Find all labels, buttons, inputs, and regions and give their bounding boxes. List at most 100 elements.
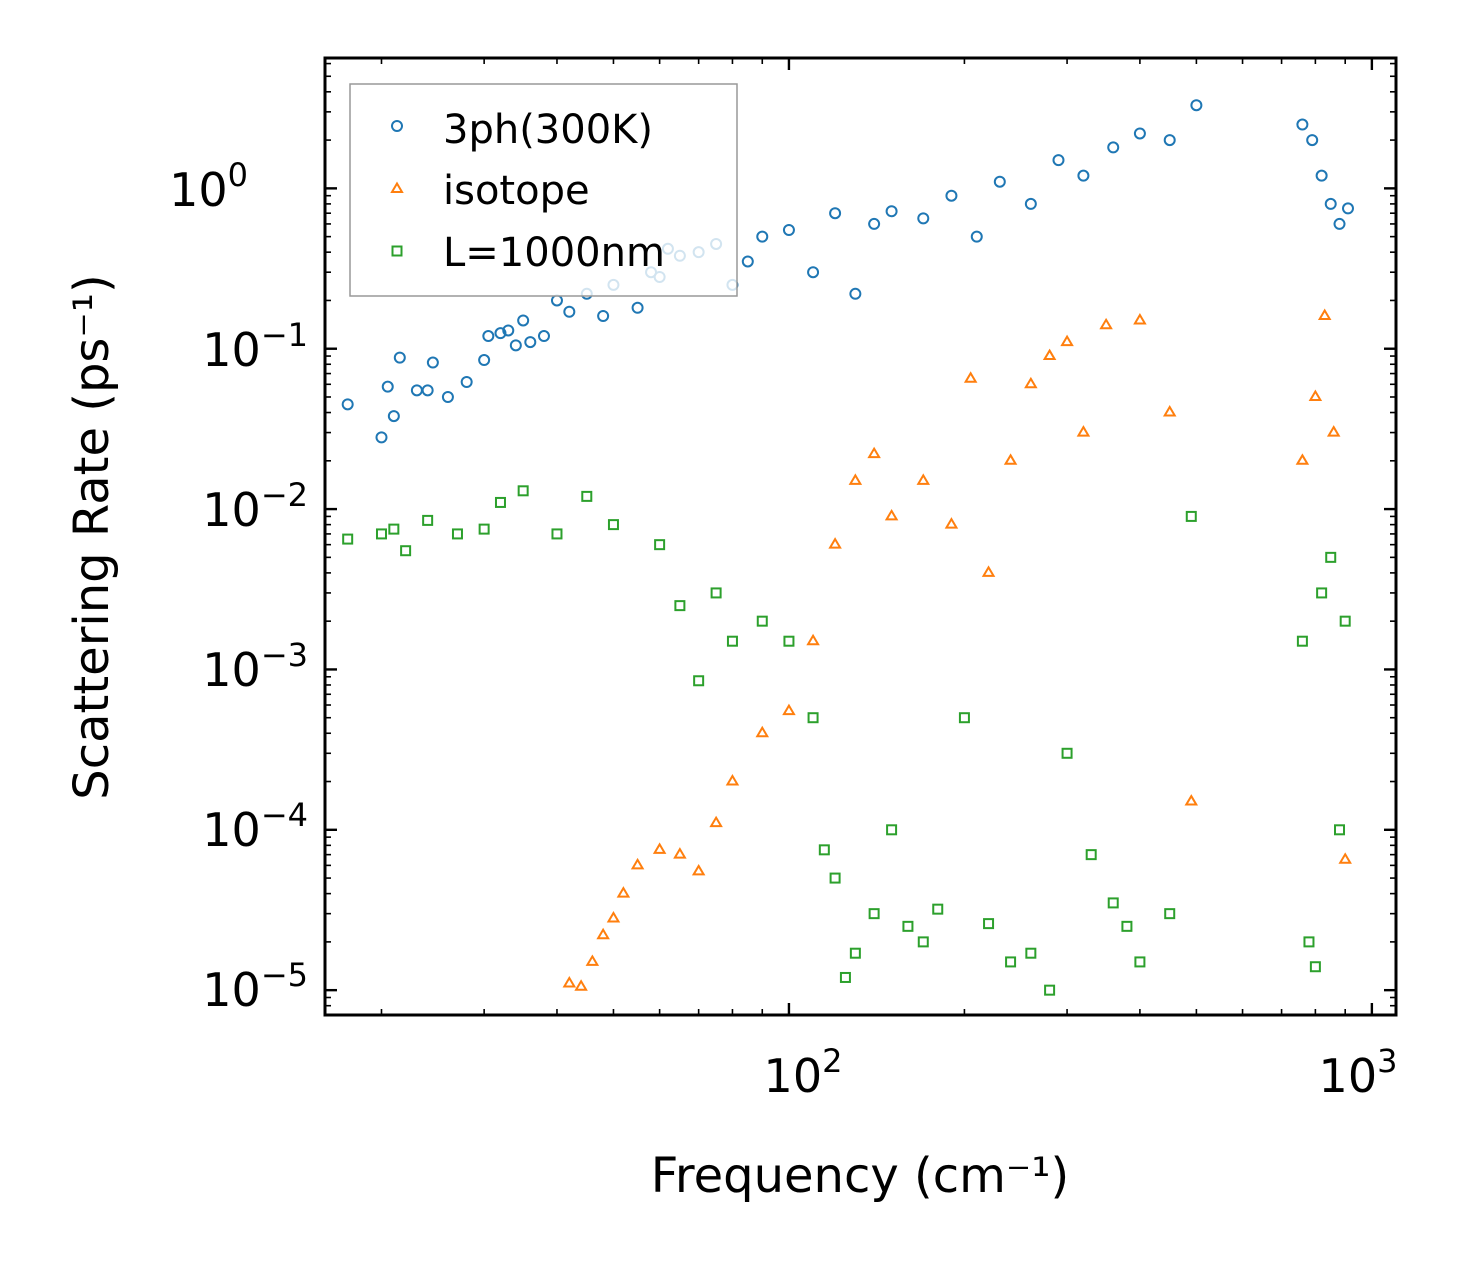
data-point bbox=[517, 314, 530, 327]
data-point bbox=[917, 212, 930, 225]
data-point bbox=[1325, 551, 1337, 563]
data-point bbox=[517, 485, 529, 497]
data-point bbox=[1061, 747, 1073, 759]
legend-box bbox=[349, 83, 738, 297]
data-point bbox=[884, 508, 899, 521]
data-point bbox=[1025, 947, 1037, 959]
data-point bbox=[993, 175, 1006, 188]
data-point bbox=[1133, 313, 1147, 325]
data-point bbox=[1341, 202, 1354, 215]
data-point bbox=[691, 863, 706, 876]
data-point bbox=[945, 189, 958, 202]
data-point bbox=[1042, 348, 1057, 361]
data-point bbox=[451, 528, 463, 540]
data-point bbox=[597, 309, 610, 322]
data-point bbox=[1052, 154, 1065, 167]
data-point bbox=[726, 635, 738, 647]
data-point bbox=[1133, 127, 1146, 140]
data-point bbox=[1303, 936, 1315, 948]
data-point bbox=[1296, 118, 1309, 131]
data-point bbox=[868, 217, 881, 230]
data-point bbox=[1077, 169, 1090, 182]
data-point bbox=[375, 528, 387, 540]
data-point bbox=[673, 847, 687, 859]
data-point bbox=[574, 979, 588, 991]
data-point bbox=[806, 633, 820, 646]
data-point bbox=[932, 903, 944, 915]
data-point bbox=[1308, 389, 1323, 401]
data-point bbox=[818, 844, 830, 856]
data-point bbox=[1005, 956, 1017, 968]
data-point bbox=[478, 523, 490, 535]
data-point bbox=[902, 920, 914, 932]
data-point bbox=[916, 473, 931, 485]
y-tick-label: 10−5 bbox=[202, 956, 308, 1017]
data-point bbox=[963, 371, 978, 383]
data-point bbox=[807, 266, 820, 279]
data-point bbox=[342, 533, 354, 545]
y-tick-label: 10−2 bbox=[202, 476, 308, 537]
data-point bbox=[1121, 920, 1133, 932]
data-point bbox=[782, 703, 796, 716]
data-point bbox=[381, 380, 394, 393]
y-tick-labels: 100 10−1 10−2 10−3 10−4 10−5 bbox=[169, 156, 308, 1017]
data-point bbox=[1338, 852, 1352, 864]
data-point bbox=[741, 255, 754, 268]
data-point bbox=[1107, 141, 1120, 154]
data-point bbox=[756, 615, 768, 627]
data-point bbox=[562, 976, 577, 988]
data-point bbox=[652, 842, 667, 854]
data-point bbox=[387, 410, 400, 423]
data-point bbox=[400, 545, 412, 557]
data-point bbox=[1309, 961, 1321, 973]
data-point bbox=[674, 600, 686, 612]
y-tick-label: 10−3 bbox=[202, 636, 308, 697]
data-point bbox=[375, 431, 388, 444]
data-point bbox=[848, 473, 863, 485]
data-point bbox=[849, 287, 862, 300]
y-axis-label: Scattering Rate (ps⁻¹) bbox=[64, 274, 120, 800]
data-point bbox=[782, 223, 795, 236]
data-point bbox=[828, 537, 842, 549]
plot-frame bbox=[323, 56, 1398, 1017]
data-point bbox=[783, 635, 795, 647]
data-point bbox=[970, 230, 983, 243]
series-L=1000nm bbox=[342, 485, 1351, 996]
legend-marker-3ph bbox=[391, 120, 403, 132]
x-tick-label: 103 bbox=[1319, 1042, 1398, 1103]
data-point bbox=[422, 514, 434, 526]
data-point bbox=[537, 330, 550, 343]
data-point bbox=[441, 390, 454, 403]
data-point bbox=[1024, 197, 1037, 210]
data-point bbox=[551, 528, 563, 540]
legend-label-3ph: 3ph(300K) bbox=[443, 107, 653, 153]
data-point bbox=[494, 496, 506, 508]
data-point bbox=[1164, 908, 1176, 920]
data-point bbox=[1339, 615, 1351, 627]
data-point bbox=[1190, 99, 1203, 112]
data-point bbox=[1324, 197, 1337, 210]
data-point bbox=[1326, 425, 1341, 437]
x-axis-label: Frequency (cm⁻¹) bbox=[651, 1148, 1069, 1204]
data-point bbox=[1099, 317, 1113, 330]
legend-marker-l1000nm bbox=[391, 245, 403, 257]
data-point bbox=[1044, 984, 1056, 996]
data-point bbox=[1163, 134, 1176, 147]
data-point bbox=[868, 908, 880, 920]
data-point bbox=[693, 675, 705, 687]
legend-label-isotope: isotope bbox=[443, 168, 590, 214]
data-point bbox=[1185, 510, 1197, 522]
data-point bbox=[1306, 134, 1319, 147]
data-point bbox=[654, 539, 666, 551]
data-point bbox=[867, 446, 881, 459]
y-tick-label: 100 bbox=[169, 156, 248, 217]
data-point bbox=[756, 230, 769, 243]
data-point bbox=[1317, 308, 1332, 320]
data-point bbox=[585, 954, 600, 966]
data-point bbox=[460, 376, 473, 389]
data-point bbox=[421, 384, 434, 397]
data-point bbox=[1334, 824, 1346, 836]
data-point bbox=[606, 910, 621, 923]
data-point bbox=[426, 356, 439, 369]
data-point bbox=[478, 354, 491, 367]
